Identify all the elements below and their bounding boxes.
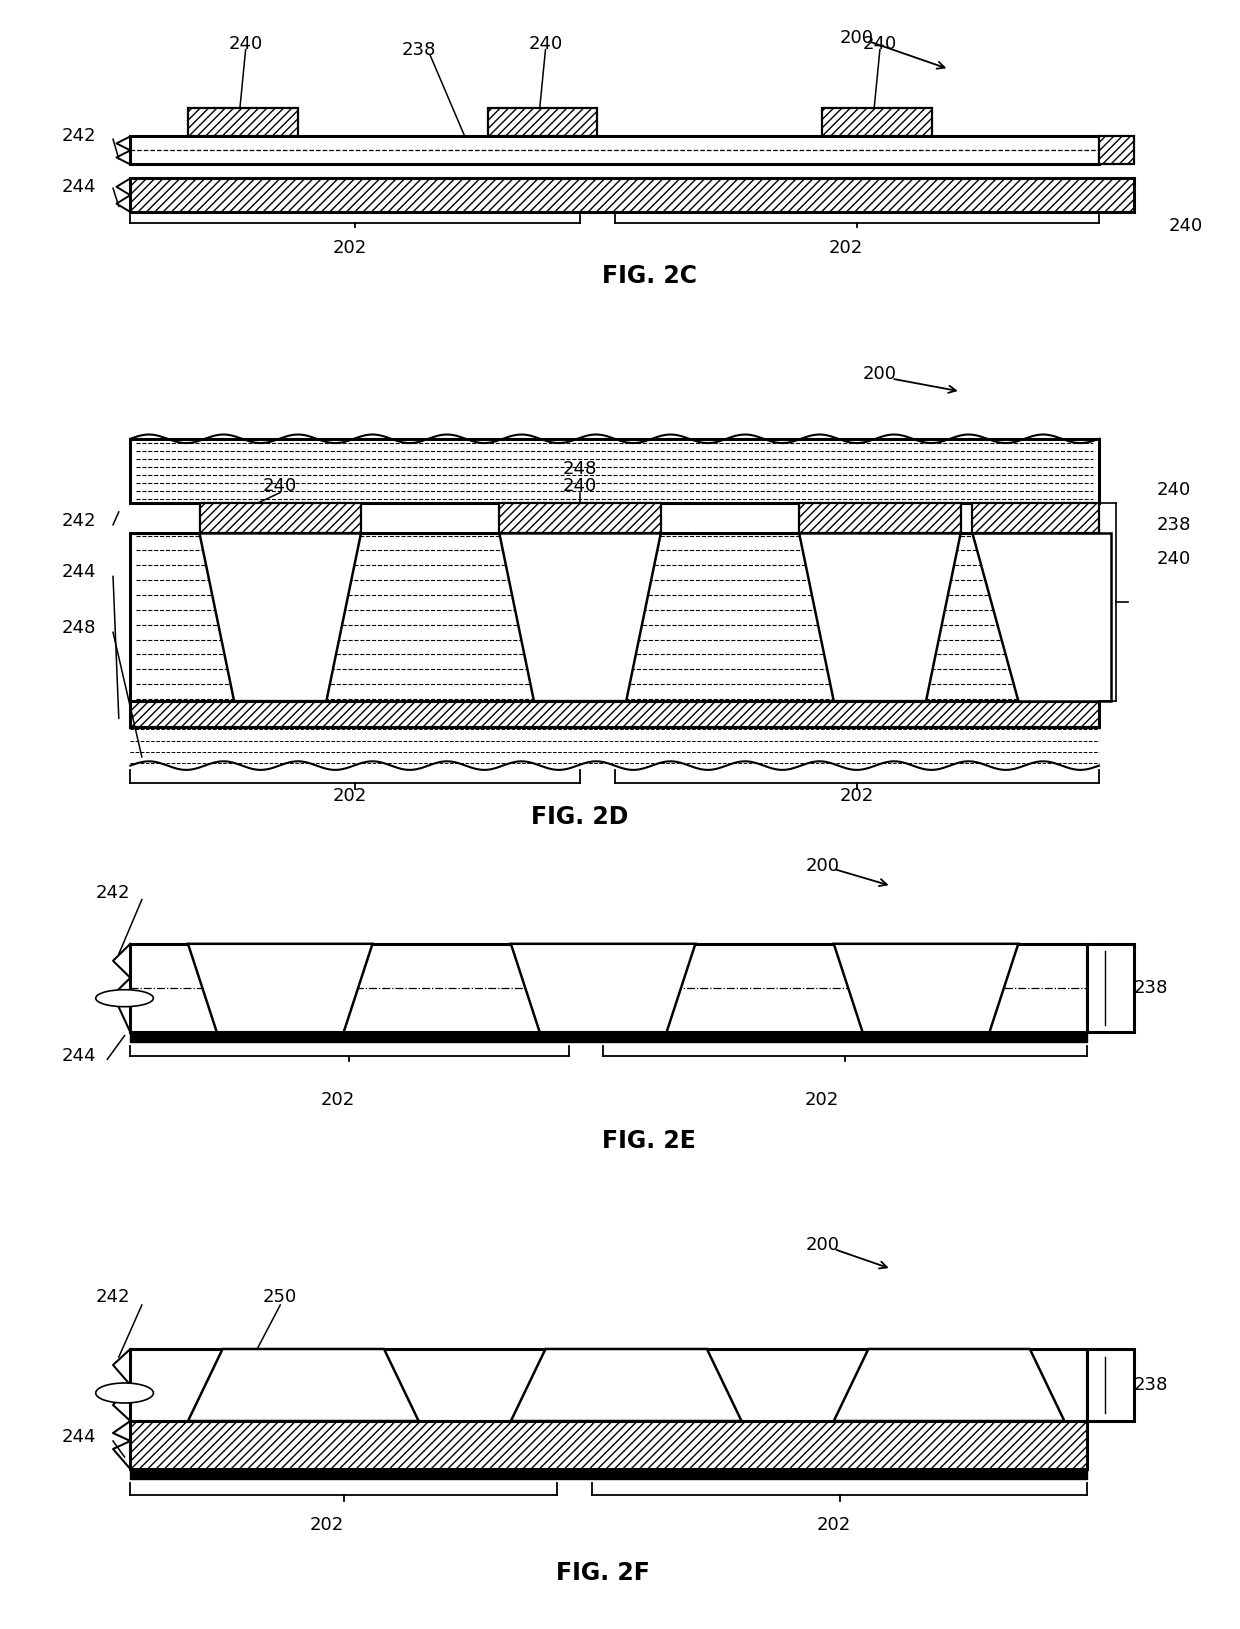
Text: 238: 238: [402, 41, 435, 59]
Text: 240: 240: [1168, 217, 1203, 235]
Text: FIG. 2F: FIG. 2F: [557, 1561, 650, 1585]
Bar: [972, 503, 1099, 533]
Polygon shape: [800, 533, 961, 700]
Text: 248: 248: [563, 459, 598, 477]
Polygon shape: [188, 1349, 419, 1420]
Text: 240: 240: [863, 34, 897, 54]
Bar: [130, 533, 1099, 700]
Polygon shape: [511, 1349, 742, 1420]
Text: 240: 240: [228, 34, 263, 54]
Bar: [188, 109, 298, 137]
Text: 200: 200: [805, 857, 839, 875]
Text: 202: 202: [805, 1091, 839, 1109]
Bar: [130, 1033, 1087, 1043]
Bar: [822, 109, 931, 137]
Bar: [130, 943, 1087, 1033]
Polygon shape: [833, 943, 1018, 1033]
Bar: [130, 438, 1099, 503]
Polygon shape: [200, 533, 361, 700]
Text: 200: 200: [805, 1236, 839, 1254]
Text: 202: 202: [321, 1091, 355, 1109]
Text: 242: 242: [95, 1289, 130, 1306]
Text: 244: 244: [61, 1429, 95, 1447]
Text: 202: 202: [309, 1517, 343, 1535]
Text: FIG. 2C: FIG. 2C: [601, 264, 697, 288]
Text: 242: 242: [95, 885, 130, 902]
Bar: [130, 1469, 1087, 1479]
Bar: [130, 1420, 1087, 1469]
Bar: [1099, 137, 1133, 165]
Text: 202: 202: [332, 239, 367, 257]
Text: 242: 242: [61, 512, 95, 529]
Bar: [1087, 943, 1133, 1033]
Bar: [487, 109, 598, 137]
Bar: [1087, 1349, 1133, 1420]
Bar: [800, 503, 961, 533]
Text: 240: 240: [563, 477, 598, 495]
Text: 202: 202: [828, 239, 863, 257]
Bar: [500, 503, 661, 533]
Circle shape: [95, 990, 154, 1007]
Bar: [130, 179, 1133, 212]
Text: 248: 248: [61, 619, 95, 637]
Polygon shape: [833, 1349, 1064, 1420]
Text: 244: 244: [61, 178, 95, 195]
Bar: [130, 1349, 1087, 1420]
Text: 45°: 45°: [244, 595, 270, 609]
Text: 200: 200: [863, 365, 897, 383]
Text: 200: 200: [839, 29, 874, 47]
Bar: [130, 700, 1099, 727]
Polygon shape: [188, 943, 372, 1033]
Text: 240: 240: [263, 477, 298, 495]
Text: 238: 238: [1157, 516, 1192, 534]
Text: 240: 240: [1157, 551, 1190, 569]
Text: 202: 202: [817, 1517, 851, 1535]
Text: 250: 250: [263, 1289, 298, 1306]
Bar: [200, 503, 361, 533]
Text: 244: 244: [61, 564, 95, 582]
Text: 202: 202: [332, 787, 367, 805]
Bar: [130, 137, 1099, 165]
Text: FIG. 2E: FIG. 2E: [603, 1129, 696, 1153]
Text: 202: 202: [839, 787, 874, 805]
Text: 238: 238: [1133, 1377, 1168, 1394]
Text: 244: 244: [61, 1047, 95, 1065]
Circle shape: [95, 1383, 154, 1403]
Polygon shape: [511, 943, 696, 1033]
Text: FIG. 2D: FIG. 2D: [532, 805, 629, 829]
Polygon shape: [500, 533, 661, 700]
Text: 240: 240: [528, 34, 563, 54]
Text: 240: 240: [1157, 482, 1190, 500]
Text: 242: 242: [61, 127, 95, 145]
Polygon shape: [972, 533, 1111, 700]
Text: 238: 238: [1133, 979, 1168, 997]
